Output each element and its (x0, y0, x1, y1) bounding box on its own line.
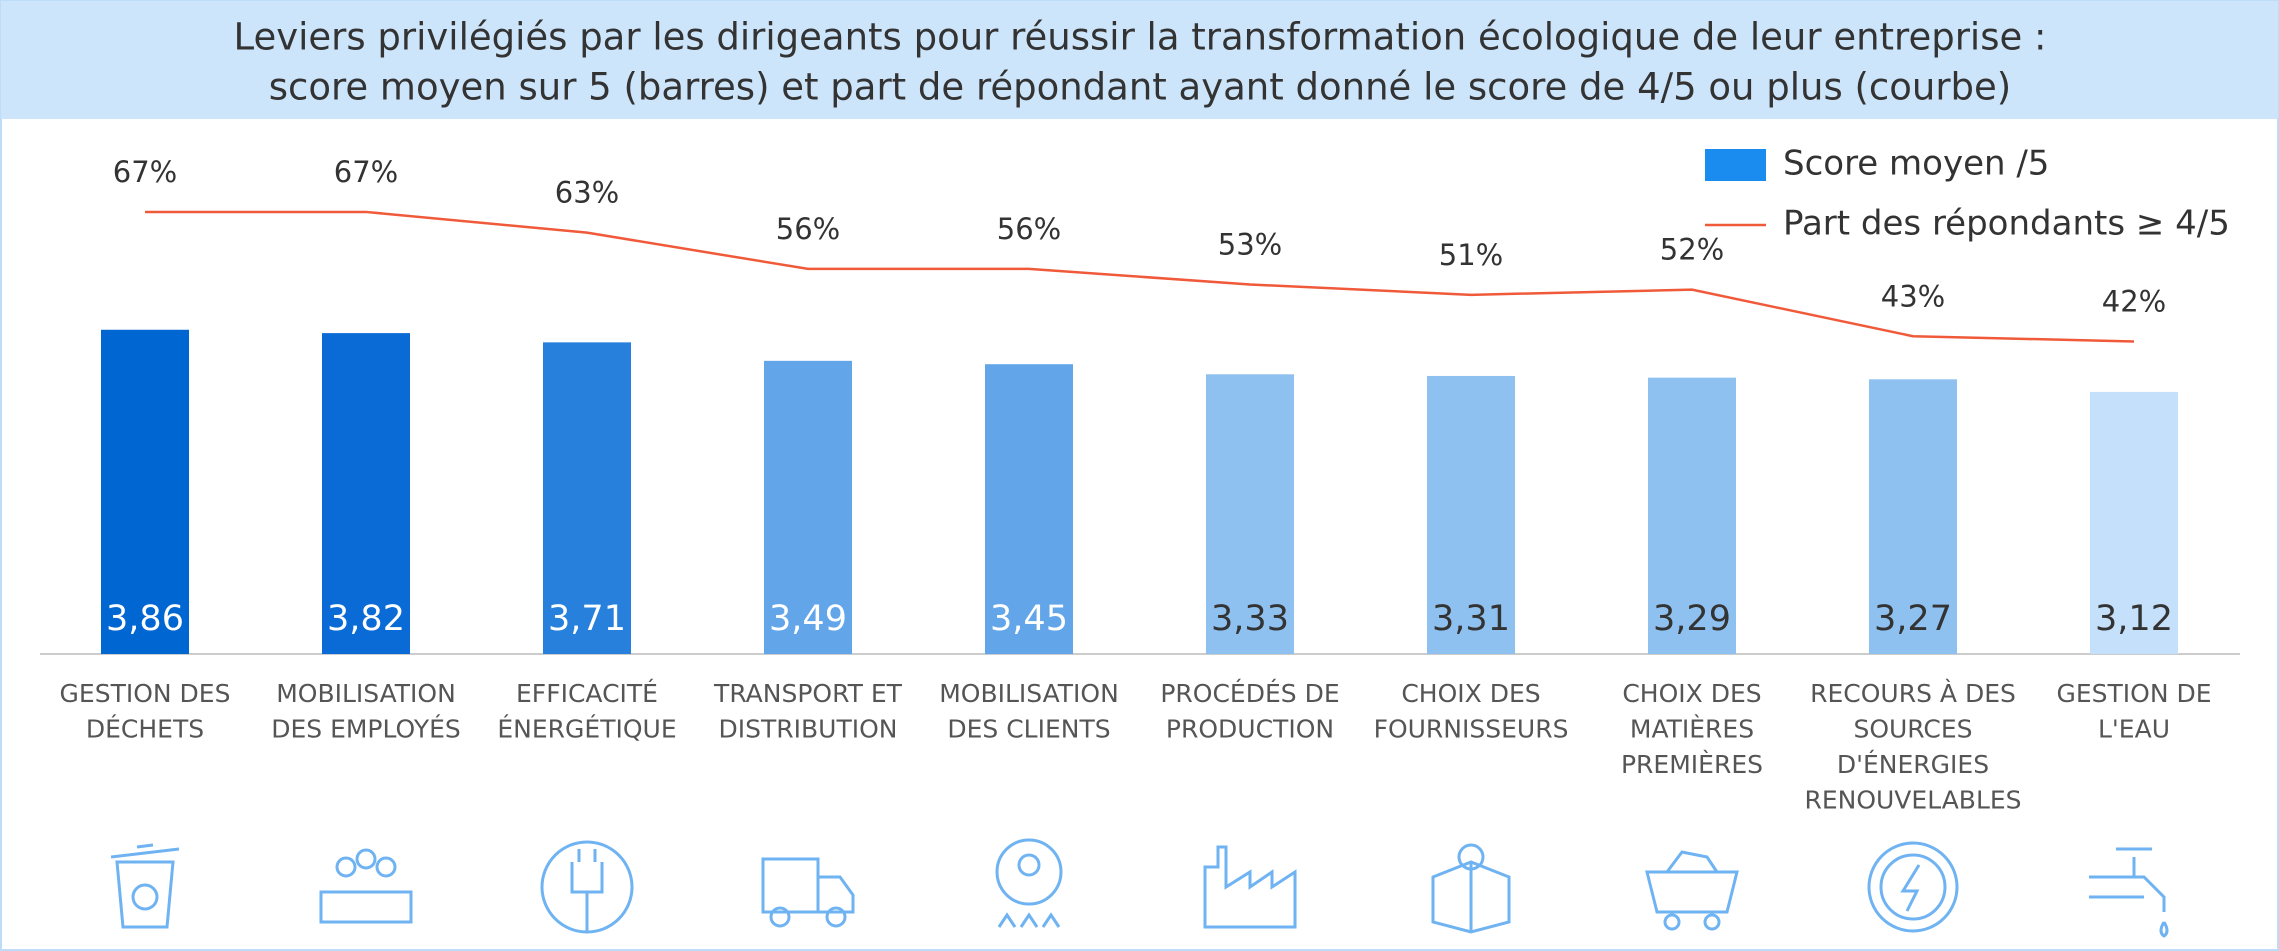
x-tick-label: CHOIX DES (1401, 679, 1540, 708)
x-tick-label: CHOIX DES (1622, 679, 1761, 708)
bar-value-label: 3,27 (1874, 599, 1952, 639)
bar-value-label: 3,12 (2095, 599, 2173, 639)
icon-client (995, 838, 1063, 928)
x-tick-label: PROCÉDÉS DE (1160, 679, 1339, 708)
line-value-label: 56% (997, 212, 1061, 246)
icon-cart (1645, 850, 1739, 931)
icon-factory (1203, 845, 1297, 929)
bar (1648, 377, 1736, 654)
x-tick-label: DES CLIENTS (947, 715, 1110, 744)
line-value-label: 56% (776, 212, 840, 246)
bar-value-label: 3,82 (327, 599, 405, 639)
bar-value-label: 3,86 (106, 599, 184, 639)
x-tick-label: DES EMPLOYÉS (271, 715, 461, 744)
legend-label: Score moyen /5 (1783, 144, 2049, 184)
icons (110, 838, 2169, 938)
line-value-label: 43% (1881, 279, 1945, 313)
x-tick-label: PREMIÈRES (1621, 750, 1763, 779)
bar (2090, 391, 2178, 654)
icon-truck (761, 857, 855, 928)
x-tick-label: RENOUVELABLES (1804, 786, 2021, 815)
line-value-label: 67% (113, 155, 177, 189)
x-tick-label: D'ÉNERGIES (1837, 750, 1989, 779)
line-value-label: 42% (2102, 284, 2166, 318)
bar-value-label: 3,45 (990, 599, 1068, 639)
bar-value-label: 3,31 (1432, 599, 1510, 639)
title-band (1, 1, 2278, 119)
line (145, 210, 2135, 343)
icon-bin (110, 843, 180, 929)
icon-box (1431, 843, 1511, 934)
icon-tap (2089, 847, 2169, 938)
bar (985, 364, 1073, 654)
x-tick-label: SOURCES (1853, 715, 1972, 744)
line-value-label: 51% (1439, 238, 1503, 272)
bar (101, 329, 189, 654)
bar (1206, 374, 1294, 654)
x-tick-label: MATIÈRES (1630, 715, 1754, 744)
x-tick-label: MOBILISATION (276, 679, 456, 708)
chart-title: Leviers privilégiés par les dirigeants p… (234, 16, 2047, 59)
bar-value-label: 3,49 (769, 599, 847, 639)
x-tick-label: RECOURS À DES (1810, 679, 2016, 708)
x-tick-label: TRANSPORT ET (713, 679, 903, 708)
line-value-label: 67% (334, 155, 398, 189)
icon-energy (1867, 841, 1959, 933)
bar (543, 342, 631, 654)
bar (1869, 379, 1957, 654)
legend-swatch (1705, 149, 1766, 181)
line-value-label: 52% (1660, 233, 1724, 267)
x-tick-label: FOURNISSEURS (1374, 715, 1569, 744)
bar-value-label: 3,71 (548, 599, 626, 639)
x-tick-label: GESTION DE (2056, 679, 2211, 708)
line-value-label: 63% (555, 176, 619, 210)
x-tick-label: PRODUCTION (1166, 715, 1334, 744)
x-tick-label: EFFICACITÉ (516, 679, 658, 708)
icon-plug (540, 840, 634, 934)
bar (764, 360, 852, 654)
x-tick-label: DISTRIBUTION (719, 715, 898, 744)
line-value-label: 53% (1218, 227, 1282, 261)
x-tick-label: MOBILISATION (939, 679, 1119, 708)
bar-value-label: 3,33 (1211, 599, 1289, 639)
bar (322, 333, 410, 654)
x-tick-label: ÉNERGÉTIQUE (497, 715, 676, 744)
bar (1427, 375, 1515, 654)
x-tick-label: GESTION DES (60, 679, 231, 708)
chart-title: score moyen sur 5 (barres) et part de ré… (269, 66, 2012, 109)
legend-label: Part des répondants ≥ 4/5 (1783, 204, 2230, 244)
x-tick-label: L'EAU (2098, 715, 2170, 744)
x-tick-label: DÉCHETS (86, 715, 204, 744)
bar-value-label: 3,29 (1653, 599, 1731, 639)
icon-people (319, 848, 413, 924)
